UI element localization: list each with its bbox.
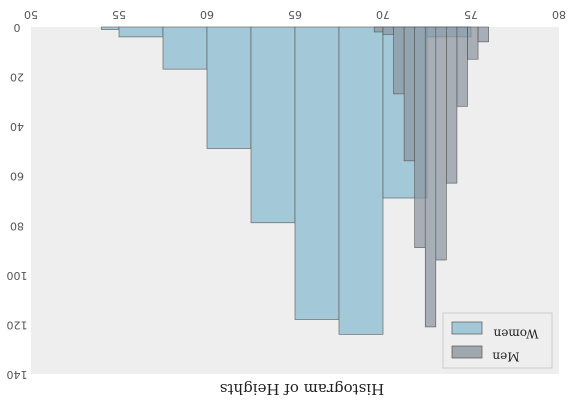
bar-men-2 bbox=[393, 26, 405, 95]
bar-men-8 bbox=[456, 26, 468, 107]
y-tick-label-1: 20 bbox=[10, 71, 24, 84]
bar-men-3 bbox=[403, 26, 415, 162]
x-tick-label-3: 65 bbox=[288, 8, 302, 21]
bar-men-6 bbox=[435, 26, 447, 261]
y-tick-label-6: 120 bbox=[7, 318, 28, 331]
x-tick-label-1: 55 bbox=[112, 8, 126, 21]
bar-men-5 bbox=[424, 26, 437, 328]
bar-women-5 bbox=[294, 26, 340, 320]
bars-layer bbox=[101, 26, 489, 335]
bar-men-4 bbox=[414, 26, 426, 248]
legend-swatch-women bbox=[451, 321, 483, 335]
legend: Women Men bbox=[442, 312, 553, 369]
legend-label-men: Men bbox=[492, 350, 519, 364]
x-axis-title: Histogram of Heights bbox=[220, 380, 384, 398]
x-tick-label-6: 80 bbox=[552, 8, 566, 21]
y-tick-label-5: 100 bbox=[7, 269, 28, 282]
y-tick-label-2: 40 bbox=[10, 120, 24, 133]
y-tick-label-4: 80 bbox=[10, 219, 24, 232]
bar-women-4 bbox=[250, 26, 296, 224]
y-tick-label-3: 60 bbox=[10, 170, 24, 183]
bar-women-2 bbox=[162, 26, 208, 70]
y-tick-labels: 0 20 40 60 80 100 120 140 bbox=[7, 21, 28, 381]
bar-men-1 bbox=[382, 26, 394, 35]
x-tick-label-0: 50 bbox=[24, 8, 38, 21]
x-tick-label-2: 60 bbox=[200, 8, 214, 21]
legend-swatch-men bbox=[451, 345, 483, 359]
bar-men-7 bbox=[446, 26, 458, 184]
bar-men-9 bbox=[467, 26, 479, 60]
bar-women-6 bbox=[338, 26, 384, 335]
bar-women-1 bbox=[118, 26, 164, 38]
bar-women-3 bbox=[206, 26, 252, 149]
legend-label-women: Women bbox=[493, 327, 538, 341]
y-tick-label-0: 0 bbox=[14, 21, 21, 34]
bar-men-0 bbox=[373, 26, 384, 33]
bar-women-0 bbox=[101, 26, 120, 30]
x-tick-labels: 50 55 60 65 70 75 80 bbox=[24, 8, 566, 21]
y-tick-label-7: 140 bbox=[7, 368, 28, 381]
bar-men-10 bbox=[477, 26, 489, 43]
x-tick-label-4: 70 bbox=[376, 8, 390, 21]
x-tick-label-5: 75 bbox=[464, 8, 478, 21]
